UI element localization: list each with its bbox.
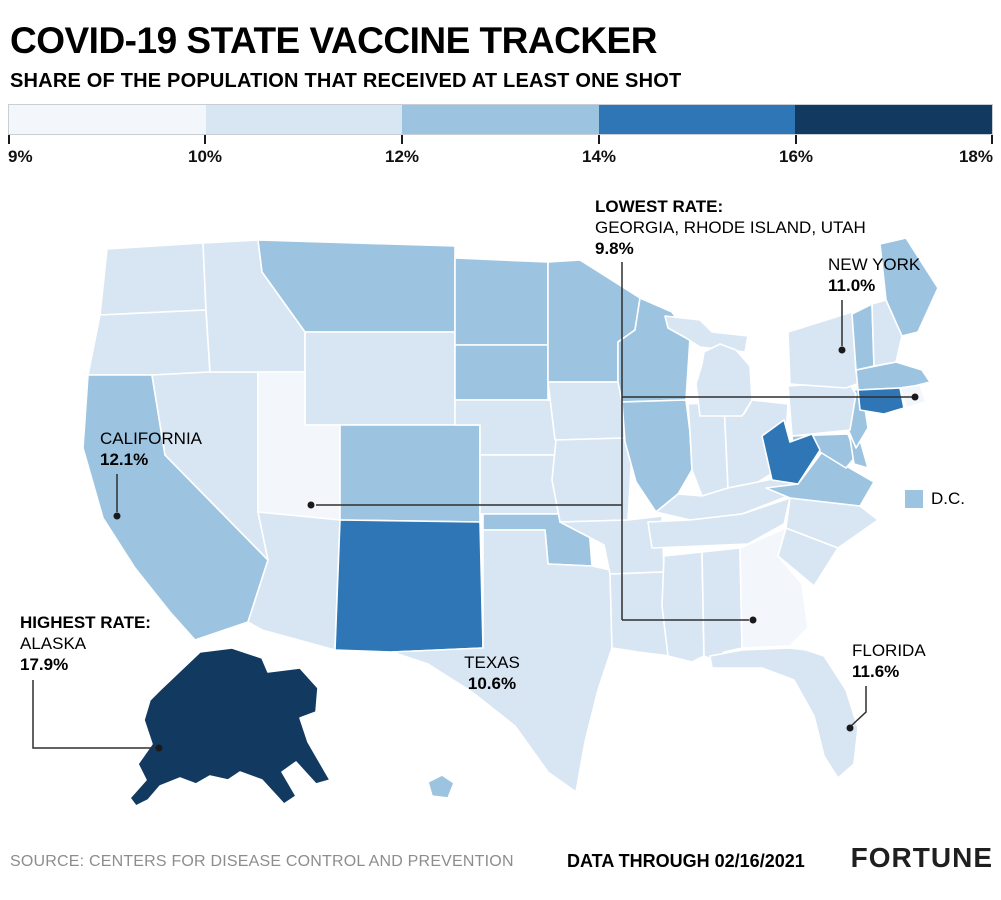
state-TX [391, 529, 613, 793]
state-LA [609, 571, 671, 657]
state-AZ [247, 511, 341, 651]
annotation-new-york-value: 11.0% [828, 276, 876, 295]
state-NM [334, 519, 484, 653]
state-PA [787, 381, 857, 437]
dot-rhode-island [911, 393, 919, 401]
state-WV [761, 419, 821, 485]
dot-new-york [838, 346, 846, 354]
annotation-lowest-label: LOWEST RATE: [595, 197, 724, 216]
legend-tick-16% [795, 135, 797, 144]
state-CO [339, 424, 481, 523]
state-WY [304, 331, 456, 426]
annotation-california: CALIFORNIA 12.1% [100, 428, 202, 470]
annotation-california-value: 12.1% [100, 450, 149, 469]
state-SD [454, 344, 549, 401]
annotation-texas: TEXAS 10.6% [450, 652, 534, 694]
legend-segment-4 [795, 105, 992, 134]
dot-california [113, 512, 121, 520]
legend-tick-10% [204, 135, 206, 144]
state-ME [879, 237, 939, 337]
legend: 9% 10% 12% 14% 16% 18% [8, 104, 993, 172]
legend-label-12%: 12% [384, 147, 420, 166]
annotation-florida-value: 11.6% [852, 662, 900, 681]
annotation-florida-state: FLORIDA [852, 641, 926, 660]
legend-label-14%: 14% [581, 147, 617, 166]
state-AL [701, 547, 743, 663]
legend-segment-2 [402, 105, 599, 134]
state-TN [647, 497, 791, 549]
state-VT [851, 303, 875, 371]
state-MS [661, 551, 705, 663]
state-NH [871, 299, 903, 367]
dot-utah [307, 501, 315, 509]
state-OR [87, 309, 211, 376]
legend-label-10%: 10% [187, 147, 223, 166]
annotation-texas-value: 10.6% [467, 674, 517, 693]
dot-georgia [749, 616, 757, 624]
legend-tick-18% [991, 135, 993, 144]
leader-alaska [32, 680, 154, 749]
legend-segment-1 [205, 105, 403, 134]
annotation-lowest: LOWEST RATE: GEORGIA, RHODE ISLAND, UTAH… [595, 196, 866, 259]
legend-segment-0 [9, 105, 206, 134]
state-MI [695, 343, 753, 417]
dc-swatch [905, 490, 923, 508]
leader-florida [850, 686, 867, 727]
annotation-new-york: NEW YORK 11.0% [828, 254, 920, 296]
source-credit: SOURCE: CENTERS FOR DISEASE CONTROL AND … [10, 853, 514, 870]
state-CT [857, 387, 905, 415]
annotation-highest-label: HIGHEST RATE: [20, 613, 151, 632]
annotation-highest: HIGHEST RATE: ALASKA 17.9% [20, 612, 151, 675]
annotation-texas-state: TEXAS [464, 653, 520, 672]
annotation-florida: FLORIDA 11.6% [852, 640, 926, 682]
annotation-california-state: CALIFORNIA [100, 429, 203, 448]
annotation-highest-value: 17.9% [20, 655, 69, 674]
data-through-date: DATA THROUGH 02/16/2021 [567, 851, 805, 871]
fortune-logo: FORTUNE [850, 842, 993, 873]
annotation-lowest-states: GEORGIA, RHODE ISLAND, UTAH [595, 218, 866, 237]
state-AK [129, 647, 331, 807]
state-IA [547, 381, 631, 441]
legend-tick-14% [598, 135, 600, 144]
legend-label-9%: 9% [8, 147, 33, 166]
state-MO [551, 437, 633, 523]
dot-alaska [155, 744, 163, 752]
annotation-highest-state: ALASKA [20, 634, 87, 653]
states-layer [82, 237, 939, 807]
state-WA [99, 242, 207, 316]
legend-tick-12% [401, 135, 403, 144]
annotation-new-york-state: NEW YORK [828, 255, 921, 274]
legend-label-18%: 18% [958, 147, 993, 166]
state-NY [787, 311, 863, 389]
state-ND [454, 257, 549, 346]
leader-dots [113, 346, 919, 752]
legend-tick-9% [8, 135, 10, 144]
legend-bar [8, 104, 993, 135]
state-MI [664, 315, 749, 353]
state-HI [427, 774, 455, 799]
dc-label: D.C. [931, 489, 965, 508]
legend-label-16%: 16% [778, 147, 814, 166]
legend-segment-3 [598, 105, 796, 134]
state-FL [709, 647, 859, 779]
dot-florida [846, 724, 854, 732]
page-title: COVID-19 STATE VACCINE TRACKER [10, 20, 657, 61]
page-subtitle: SHARE OF THE POPULATION THAT RECEIVED AT… [10, 70, 682, 92]
leader-lines [32, 262, 912, 749]
annotation-lowest-value: 9.8% [595, 239, 634, 258]
